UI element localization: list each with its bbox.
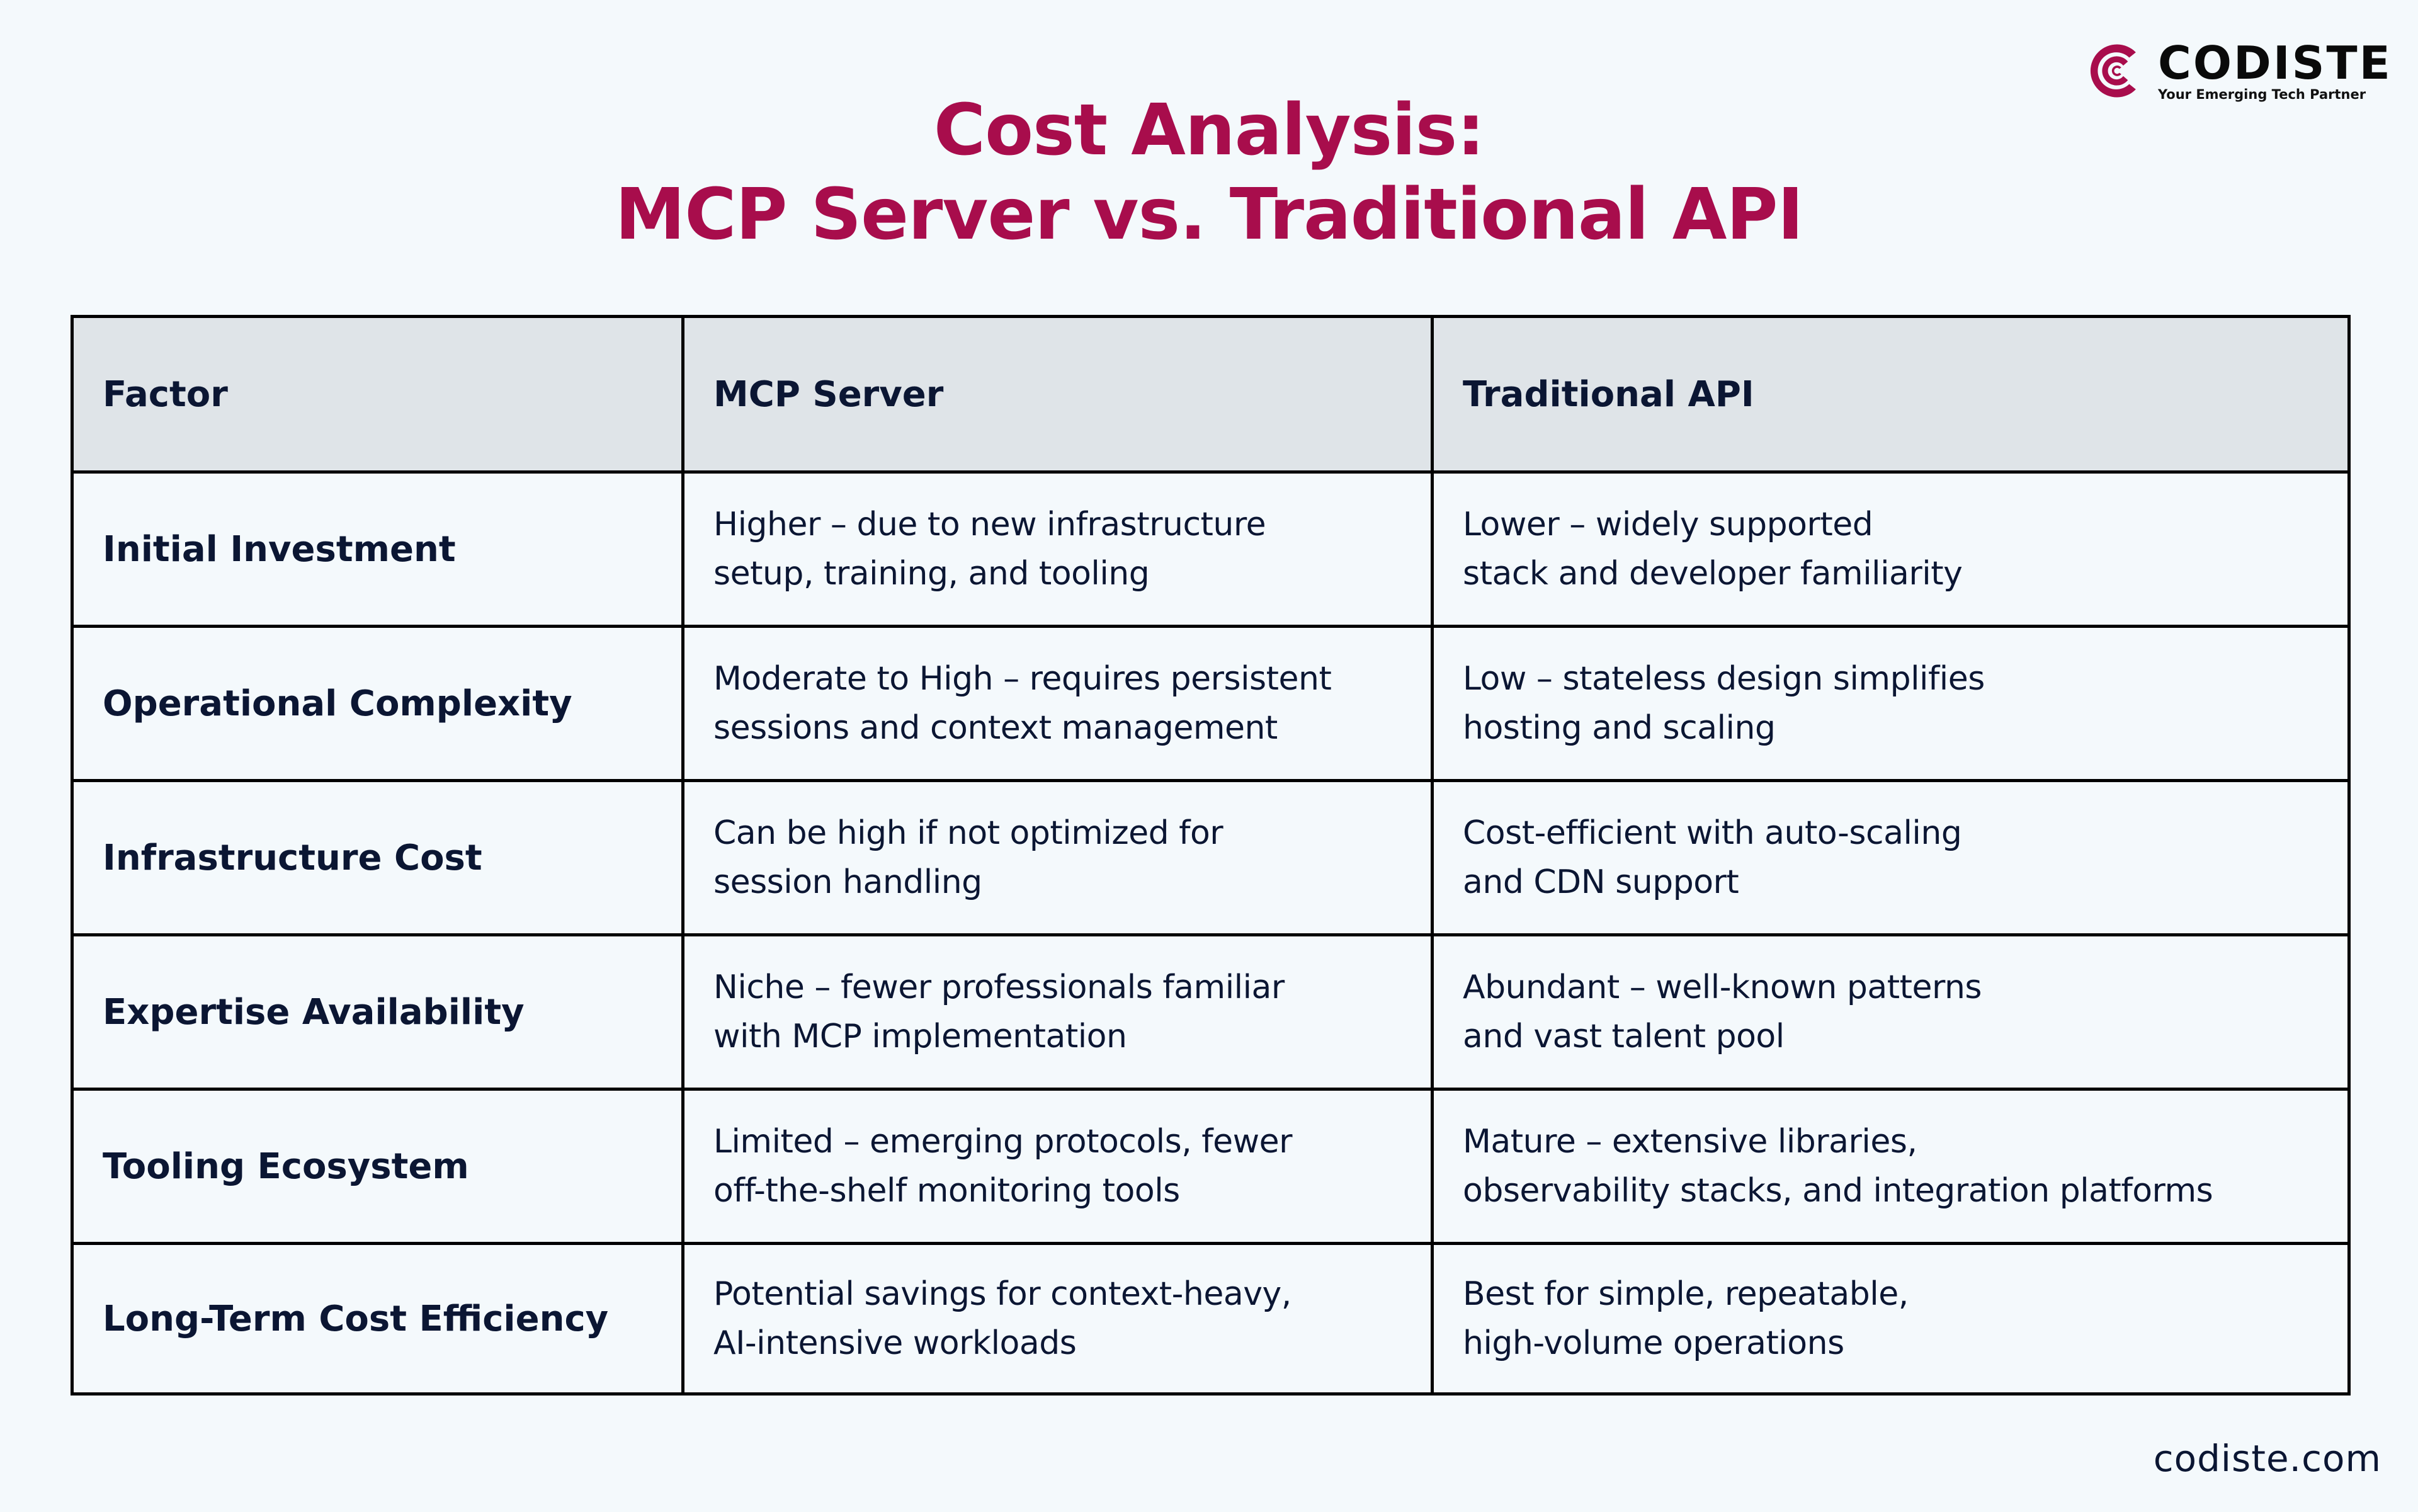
factor-cell: Expertise Availability: [71, 933, 684, 1091]
cell-line: Low – stateless design simplifies: [1463, 660, 1985, 698]
brand-name: CODISTE: [2158, 36, 2392, 89]
cell-line: Lower – widely supported: [1463, 506, 1873, 543]
mcp-cell: Moderate to High – requires persistent s…: [681, 625, 1434, 782]
cell-line: setup, training, and tooling: [713, 555, 1150, 593]
cell-line: and vast talent pool: [1463, 1018, 1785, 1055]
factor-cell: Infrastructure Cost: [71, 779, 684, 936]
table-row: Infrastructure Cost Can be high if not o…: [71, 779, 2351, 936]
table-header-row: Factor MCP Server Traditional API: [71, 315, 2351, 474]
mcp-cell: Higher – due to new infrastructure setup…: [681, 470, 1434, 628]
cell-line: Can be high if not optimized for: [713, 814, 1223, 852]
cell-line: and CDN support: [1463, 863, 1739, 901]
cell-line: AI-intensive workloads: [713, 1324, 1077, 1362]
table-row: Expertise Availability Niche – fewer pro…: [71, 933, 2351, 1091]
cell-line: Limited – emerging protocols, fewer: [713, 1123, 1292, 1161]
factor-cell: Long-Term Cost Efficiency: [71, 1242, 684, 1395]
cell-line: stack and developer familiarity: [1463, 555, 1963, 593]
brand-tagline: Your Emerging Tech Partner: [2158, 86, 2366, 102]
factor-cell: Tooling Ecosystem: [71, 1088, 684, 1245]
page-title: Cost Analysis: MCP Server vs. Traditiona…: [0, 88, 2418, 257]
cell-line: off-the-shelf monitoring tools: [713, 1172, 1180, 1210]
api-cell: Best for simple, repeatable, high-volume…: [1431, 1242, 2351, 1395]
cell-line: high-volume operations: [1463, 1324, 1844, 1362]
header-traditional-api: Traditional API: [1431, 315, 2351, 474]
header-mcp-server: MCP Server: [681, 315, 1434, 474]
cell-line: Best for simple, repeatable,: [1463, 1275, 1909, 1313]
cell-line: sessions and context management: [713, 709, 1278, 747]
cell-line: observability stacks, and integration pl…: [1463, 1172, 2213, 1210]
cell-line: Niche – fewer professionals familiar: [713, 969, 1285, 1006]
codiste-logo-icon: [2090, 44, 2136, 98]
mcp-cell: Can be high if not optimized for session…: [681, 779, 1434, 936]
table-row: Operational Complexity Moderate to High …: [71, 625, 2351, 782]
table-row: Long-Term Cost Efficiency Potential savi…: [71, 1242, 2351, 1395]
cell-line: Mature – extensive libraries,: [1463, 1123, 1917, 1161]
cell-line: Moderate to High – requires persistent: [713, 660, 1332, 698]
footer-website-link[interactable]: codiste.com: [2153, 1437, 2381, 1480]
table-row: Initial Investment Higher – due to new i…: [71, 470, 2351, 628]
api-cell: Mature – extensive libraries, observabil…: [1431, 1088, 2351, 1245]
title-line-2: MCP Server vs. Traditional API: [615, 174, 1803, 256]
factor-cell: Operational Complexity: [71, 625, 684, 782]
cell-line: with MCP implementation: [713, 1018, 1127, 1055]
mcp-cell: Niche – fewer professionals familiar wit…: [681, 933, 1434, 1091]
api-cell: Lower – widely supported stack and devel…: [1431, 470, 2351, 628]
cost-comparison-table: Factor MCP Server Traditional API Initia…: [71, 315, 2351, 1395]
cell-line: Cost-efficient with auto-scaling: [1463, 814, 1962, 852]
factor-cell: Initial Investment: [71, 470, 684, 628]
cell-line: Abundant – well-known patterns: [1463, 969, 1982, 1006]
mcp-cell: Limited – emerging protocols, fewer off-…: [681, 1088, 1434, 1245]
title-line-1: Cost Analysis:: [933, 89, 1485, 171]
api-cell: Low – stateless design simplifies hostin…: [1431, 625, 2351, 782]
api-cell: Abundant – well-known patterns and vast …: [1431, 933, 2351, 1091]
cell-line: Potential savings for context-heavy,: [713, 1275, 1291, 1313]
cell-line: hosting and scaling: [1463, 709, 1776, 747]
api-cell: Cost-efficient with auto-scaling and CDN…: [1431, 779, 2351, 936]
cell-line: Higher – due to new infrastructure: [713, 506, 1266, 543]
mcp-cell: Potential savings for context-heavy, AI-…: [681, 1242, 1434, 1395]
cell-line: session handling: [713, 863, 982, 901]
table-row: Tooling Ecosystem Limited – emerging pro…: [71, 1088, 2351, 1245]
header-factor: Factor: [71, 315, 684, 474]
logo-text: CODISTE Your Emerging Tech Partner: [2158, 40, 2392, 102]
brand-logo: CODISTE Your Emerging Tech Partner: [2084, 35, 2392, 107]
